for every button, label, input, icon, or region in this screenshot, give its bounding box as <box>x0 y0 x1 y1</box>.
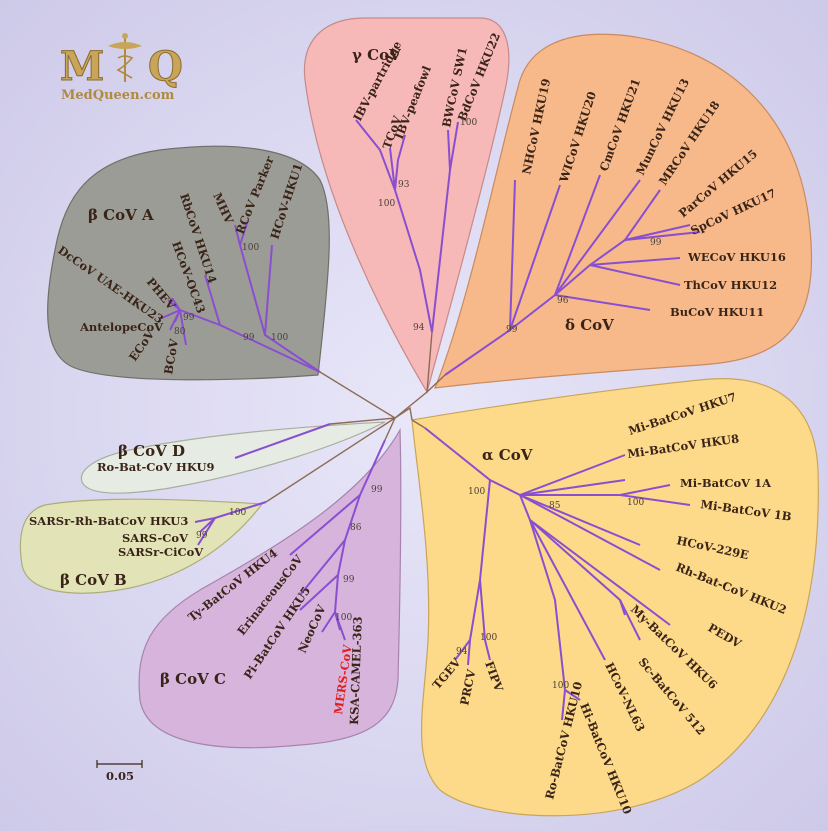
leaf-label: WECoV HKU16 <box>687 250 786 264</box>
leaf-label: Ro-Bat-CoV HKU9 <box>97 460 215 474</box>
bootstrap-value: 100 <box>229 508 246 518</box>
bootstrap-values: 93 100 100 94 99 96 99 99 80 99 100 100 … <box>174 118 662 691</box>
delta-clade-region <box>434 33 813 389</box>
bootstrap-value: 99 <box>243 333 255 343</box>
leaf-label: KSA-CAMEL-363 <box>347 616 365 725</box>
leaf-label: BCoV <box>161 337 181 376</box>
bootstrap-value: 100 <box>480 633 497 643</box>
leaf-label: Mi-BatCoV 1A <box>680 476 772 490</box>
bootstrap-value: 99 <box>196 531 208 541</box>
logo-letter-m: M <box>60 43 104 90</box>
bootstrap-value: 100 <box>378 199 395 209</box>
bootstrap-value: 94 <box>413 323 425 333</box>
leaf-label: ThCoV HKU12 <box>684 278 777 292</box>
bootstrap-value: 100 <box>468 487 485 497</box>
alpha-clade-region <box>411 378 819 817</box>
beta-c-branches <box>289 439 386 641</box>
leaf-label: SARSr-CiCoV <box>118 545 204 559</box>
bootstrap-value: 85 <box>549 501 561 511</box>
beta-d-branches <box>234 423 331 459</box>
leaf-label: BuCoV HKU11 <box>670 305 764 319</box>
logo-url: MedQueen.com <box>61 88 175 103</box>
clade-label-alpha: α CoV <box>482 446 533 464</box>
bootstrap-value: 86 <box>350 523 362 533</box>
beta-d-clade-region <box>80 421 386 494</box>
bootstrap-value: 100 <box>552 681 569 691</box>
clade-label-beta-a: β CoV A <box>88 206 154 224</box>
clade-label-beta-b: β CoV B <box>60 571 127 589</box>
bootstrap-value: 100 <box>242 243 259 253</box>
beta-a-clade-region <box>47 145 330 381</box>
bootstrap-value: 99 <box>650 238 662 248</box>
logo-letter-q: Q <box>148 43 183 90</box>
leaf-label: SARS-CoV <box>122 531 189 545</box>
bootstrap-value: 80 <box>174 327 186 337</box>
leaf-label: AntelopeCoV <box>79 320 164 334</box>
beta-c-clade-region <box>138 427 402 749</box>
bootstrap-value: 100 <box>271 333 288 343</box>
clade-label-beta-d: β CoV D <box>118 442 185 460</box>
medqueen-logo: M Q MedQueen.com <box>60 33 183 103</box>
delta-branches <box>444 174 701 376</box>
bootstrap-value: 96 <box>557 296 569 306</box>
scale-bar: 0.05 <box>96 760 143 783</box>
gamma-branches <box>355 119 459 333</box>
clade-label-gamma: γ CoV <box>352 46 401 64</box>
bootstrap-value: 100 <box>335 613 352 623</box>
alpha-branches <box>424 427 691 721</box>
bootstrap-value: 99 <box>183 313 195 323</box>
bootstrap-value: 93 <box>398 180 410 190</box>
tree-backbone <box>265 331 446 503</box>
gamma-clade-region <box>303 17 510 394</box>
clade-label-beta-c: β CoV C <box>160 670 226 688</box>
clade-label-delta: δ CoV <box>565 316 614 334</box>
leaf-label: SARSr-Rh-BatCoV HKU3 <box>29 514 188 528</box>
bootstrap-value: 100 <box>627 498 644 508</box>
bootstrap-value: 94 <box>456 647 468 657</box>
bootstrap-value: 99 <box>343 575 355 585</box>
bootstrap-value: 99 <box>506 325 518 335</box>
beta-a-branches <box>161 219 321 373</box>
caduceus-icon <box>108 33 142 82</box>
scale-bar-label: 0.05 <box>106 769 134 783</box>
bootstrap-value: 99 <box>371 485 383 495</box>
bootstrap-value: 100 <box>460 118 477 128</box>
beta-b-clade-region <box>19 498 264 594</box>
beta-b-leaves: SARSr-Rh-BatCoV HKU3 SARS-CoV SARSr-CiCo… <box>29 514 204 559</box>
beta-b-branches <box>194 501 267 546</box>
